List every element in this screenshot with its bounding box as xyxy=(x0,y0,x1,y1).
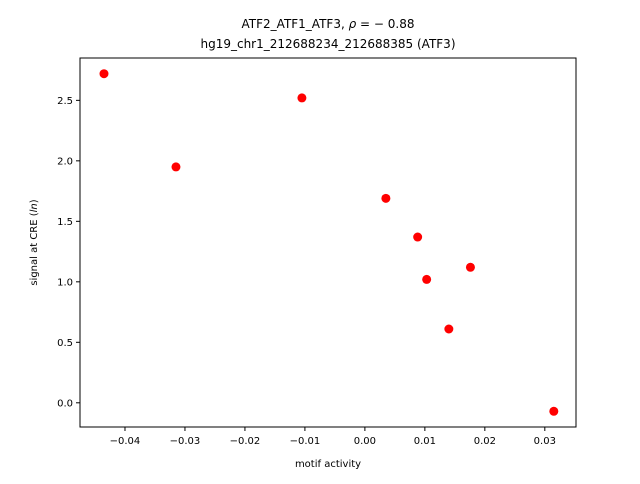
chart-title-rho: ρ xyxy=(349,17,357,31)
chart-title-line2: hg19_chr1_212688234_212688385 (ATF3) xyxy=(200,37,455,51)
x-tick-label: −0.03 xyxy=(170,436,201,447)
data-point xyxy=(444,324,454,334)
x-axis-label: motif activity xyxy=(295,459,361,470)
y-axis-label-suffix: ) xyxy=(29,199,40,203)
chart-title: ATF2_ATF1_ATF3, ρ = − 0.88 hg19_chr1_212… xyxy=(200,17,455,51)
y-axis: 0.0 0.5 1.0 1.5 2.0 2.5 xyxy=(57,96,80,409)
plot-area xyxy=(79,57,577,428)
chart-title-prefix: ATF2_ATF1_ATF3, xyxy=(242,17,349,31)
x-axis: −0.04 −0.03 −0.02 −0.01 0.00 0.01 0.02 0.03 xyxy=(110,427,556,447)
y-tick-label: 1.5 xyxy=(57,217,73,228)
x-tick-label: −0.02 xyxy=(230,436,261,447)
x-tick-label: −0.01 xyxy=(290,436,321,447)
chart-title-rho-value: = − 0.88 xyxy=(356,17,414,31)
data-point xyxy=(381,193,391,203)
y-tick-label: 1.0 xyxy=(57,277,73,288)
y-tick-label: 2.5 xyxy=(57,96,73,107)
y-tick-label: 0.0 xyxy=(57,398,73,409)
x-tick-label: −0.04 xyxy=(110,436,141,447)
data-point xyxy=(297,93,307,103)
x-tick-label: 0.02 xyxy=(474,436,496,447)
data-point xyxy=(171,162,181,172)
y-axis-label-italic: ln xyxy=(29,203,40,212)
chart-title-line1: ATF2_ATF1_ATF3, ρ = − 0.88 xyxy=(242,17,415,31)
data-point xyxy=(549,406,559,416)
data-points xyxy=(99,69,559,416)
x-tick-label: 0.03 xyxy=(534,436,556,447)
data-point xyxy=(99,69,109,79)
data-point xyxy=(465,262,475,272)
y-axis-label-prefix: signal at CRE ( xyxy=(29,212,40,285)
x-tick-label: 0.01 xyxy=(414,436,436,447)
x-tick-label: 0.00 xyxy=(354,436,376,447)
y-tick-label: 0.5 xyxy=(57,338,73,349)
y-tick-label: 2.0 xyxy=(57,156,73,167)
data-point xyxy=(422,274,432,284)
y-axis-label: signal at CRE (ln) xyxy=(29,199,40,285)
data-point xyxy=(413,232,423,242)
